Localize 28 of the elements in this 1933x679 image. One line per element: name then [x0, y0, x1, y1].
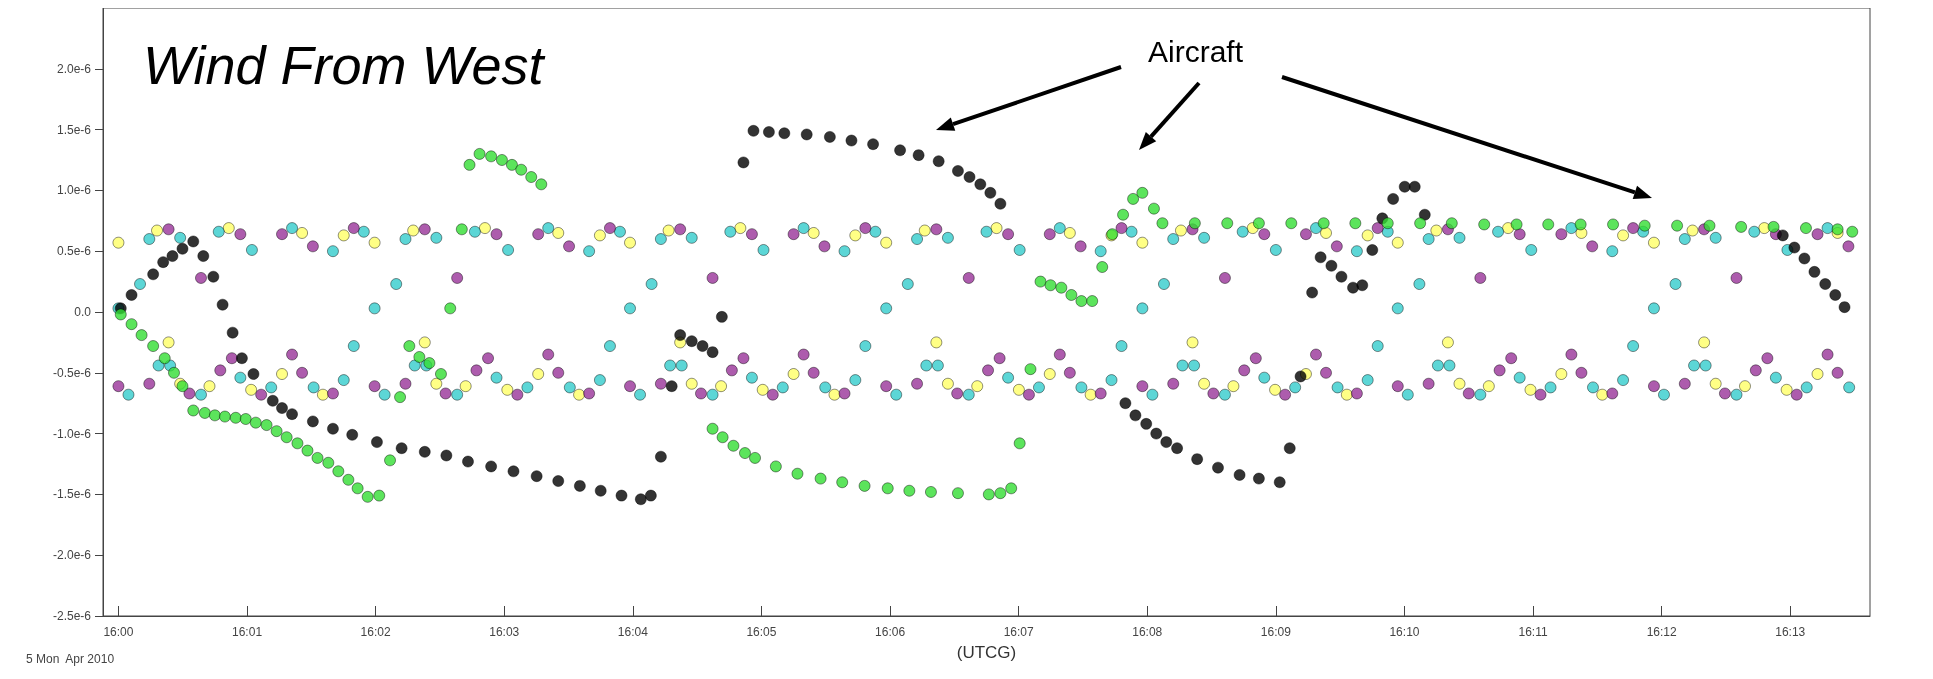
x-tick-label: 16:00: [103, 625, 134, 639]
x-tick-label: 16:09: [1260, 625, 1292, 639]
y-tick-label: 0.0: [74, 305, 92, 319]
x-tick-label: 16:04: [617, 625, 649, 639]
annotation: Aircraft: [1148, 34, 1244, 68]
y-tick-label: -2.5e-6: [52, 609, 92, 623]
x-tick-label: 16:13: [1775, 625, 1806, 639]
annotation: Wind From West: [143, 35, 546, 95]
x-tick-label: 16:03: [489, 625, 520, 639]
y-tick-label: 1.0e-6: [56, 183, 92, 198]
text: 5 Mon Apr 2010: [26, 652, 115, 666]
y-tick-label: 1.5e-6: [56, 122, 92, 137]
x-tick-label: 16:08: [1132, 625, 1163, 639]
y-tick-label: 0.5e-6: [56, 244, 92, 259]
x-tick-label: 16:11: [1518, 625, 1548, 639]
y-tick-label: 2.0e-6: [56, 61, 92, 76]
x-axis-title: (UTCG): [956, 643, 1017, 662]
x-tick-label: 16:10: [1389, 625, 1420, 639]
y-tick-label: -0.5e-6: [52, 365, 92, 380]
x-tick-label: 16:05: [746, 625, 777, 639]
y-tick-label: -1.0e-6: [52, 426, 92, 441]
y-tick-label: -1.5e-6: [52, 487, 92, 502]
x-tick-label: 16:02: [360, 625, 391, 639]
x-tick-label: 16:06: [875, 625, 906, 639]
x-tick-label: 16:07: [1003, 625, 1034, 639]
y-tick-label: -2.0e-6: [52, 548, 92, 563]
x-tick-label: 16:01: [232, 625, 263, 639]
x-tick-label: 16:12: [1646, 625, 1677, 639]
